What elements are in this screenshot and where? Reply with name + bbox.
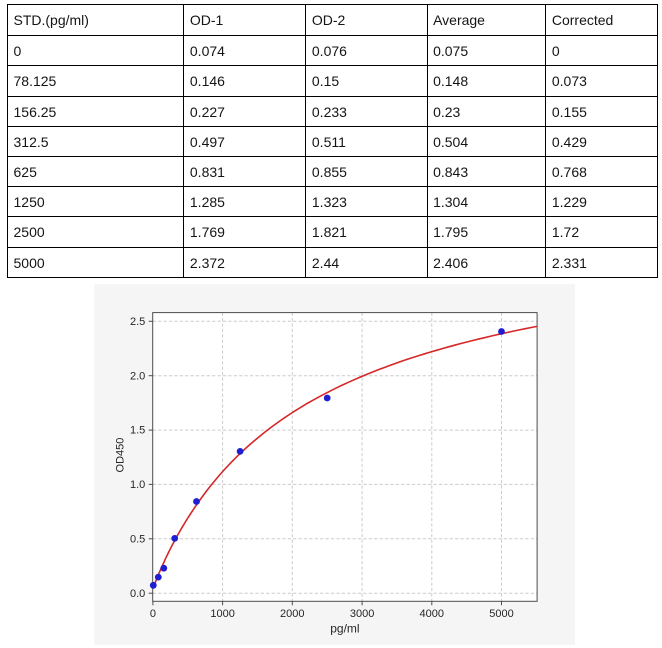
svg-text:0: 0 (150, 608, 156, 620)
svg-text:3000: 3000 (350, 608, 374, 620)
svg-text:1.5: 1.5 (130, 425, 145, 437)
svg-text:0.5: 0.5 (130, 533, 145, 545)
svg-text:2000: 2000 (280, 608, 304, 620)
svg-text:4000: 4000 (420, 608, 444, 620)
svg-text:1.0: 1.0 (130, 479, 145, 491)
svg-text:1000: 1000 (210, 608, 234, 620)
svg-text:pg/ml: pg/ml (330, 621, 359, 635)
svg-text:5000: 5000 (489, 608, 513, 620)
svg-text:OD450: OD450 (114, 438, 126, 473)
svg-text:0.0: 0.0 (130, 588, 145, 600)
svg-text:2.5: 2.5 (130, 316, 145, 328)
svg-text:2.0: 2.0 (130, 370, 145, 382)
